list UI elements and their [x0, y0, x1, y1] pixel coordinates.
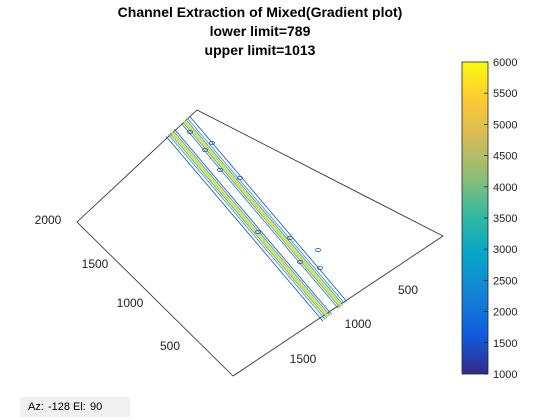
- contour-blob: [217, 167, 223, 172]
- y-tick-label: 1500: [290, 352, 317, 366]
- colorbar-tick-label: 3000: [493, 244, 517, 256]
- contour-line: [174, 129, 332, 315]
- azimuth-label: Az:: [28, 401, 44, 413]
- elevation-value: 90: [90, 401, 103, 413]
- chart-title-line-3: upper limit=1013: [204, 42, 316, 58]
- colorbar-tick-label: 1000: [493, 369, 517, 381]
- contour-blob: [297, 259, 303, 264]
- x-tick-label: 2000: [35, 213, 62, 227]
- colorbar-tick-label: 1500: [493, 338, 517, 350]
- chart-title-line-2: lower limit=789: [209, 23, 311, 39]
- y-tick-label: 500: [398, 283, 418, 297]
- colorbar-gradient: [461, 61, 489, 375]
- colorbar-tick-label: 6000: [493, 57, 517, 69]
- y-tick-label: 1000: [345, 317, 372, 331]
- colorbar: 1000 1500 2000 2500 3000 3500 4000 4500 5000 5500…: [461, 57, 517, 381]
- contour-blob: [209, 140, 215, 145]
- contour-line: [185, 119, 344, 305]
- x-tick-label: 500: [160, 339, 180, 353]
- view-angle-readout: Az: -128 El: 90: [20, 397, 130, 417]
- contour-line: [187, 118, 345, 304]
- colorbar-tick-label: 4500: [493, 151, 517, 163]
- elevation-label: El:: [73, 401, 86, 413]
- contour-line: [182, 121, 341, 308]
- contour-line: [165, 136, 324, 322]
- colorbar-tick-label: 2500: [493, 275, 517, 287]
- x-tick-label: 1000: [117, 296, 144, 310]
- colorbar-tick-label: 3500: [493, 213, 517, 225]
- contour-blob: [255, 229, 261, 234]
- contour-line: [189, 116, 348, 302]
- contour-line: [183, 120, 343, 307]
- contour-line: [181, 123, 339, 309]
- contour-line: [168, 134, 326, 320]
- contour-plot-area[interactable]: 500 1000 1500 2000 500 1000 1500: [35, 109, 444, 377]
- contour-blob: [287, 235, 293, 240]
- chart-title-line-1: Channel Extraction of Mixed(Gradient plo…: [117, 4, 403, 20]
- contour-blob: [187, 129, 193, 134]
- contour-blob: [317, 265, 323, 270]
- colorbar-tick-label: 5000: [493, 119, 517, 131]
- contour-blob: [315, 247, 321, 252]
- contour-line: [172, 130, 331, 316]
- contour-line: [169, 132, 328, 319]
- azimuth-value: -128: [48, 401, 71, 413]
- colorbar-tick-label: 5500: [493, 88, 517, 100]
- contour-blob: [237, 175, 243, 180]
- colorbar-tick-label: 4000: [493, 182, 517, 194]
- contour-blob: [202, 147, 208, 152]
- colorbar-tick-label: 2000: [493, 307, 517, 319]
- contour-line: [170, 131, 330, 318]
- x-tick-label: 1500: [82, 257, 109, 271]
